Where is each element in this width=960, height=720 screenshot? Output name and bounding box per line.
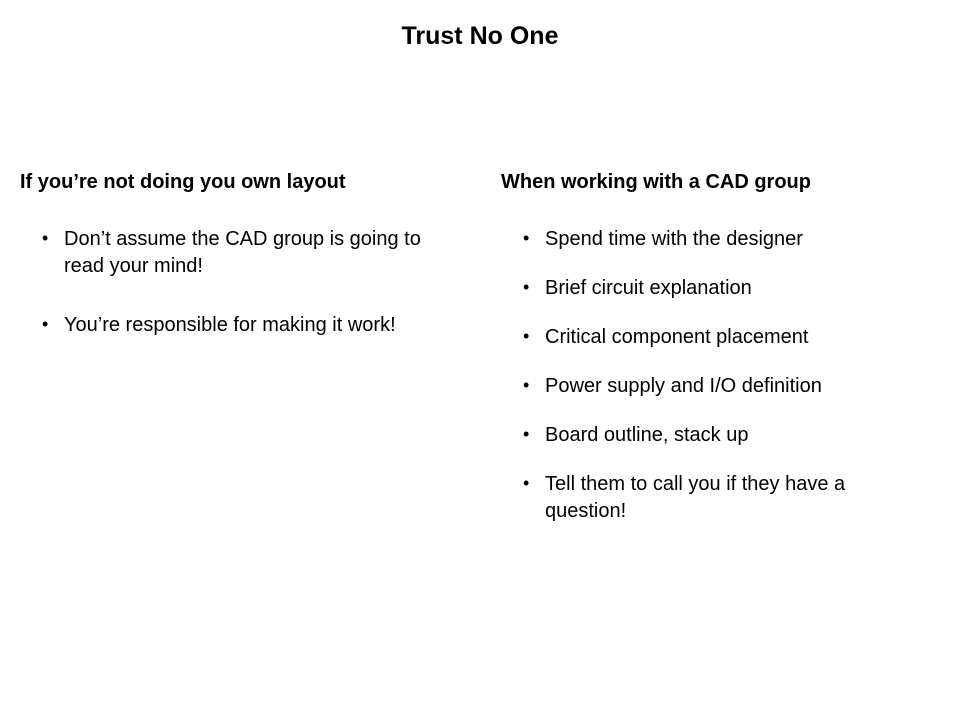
list-item: Power supply and I/O definition (545, 373, 940, 400)
columns-container: If you’re not doing you own layout Don’t… (20, 171, 940, 547)
list-item: Don’t assume the CAD group is going to r… (64, 226, 459, 280)
slide-title: Trust No One (20, 22, 940, 51)
right-bullet-list: Spend time with the designer Brief circu… (501, 226, 940, 525)
list-item: Tell them to call you if they have a que… (545, 471, 940, 525)
right-column: When working with a CAD group Spend time… (489, 171, 940, 547)
right-column-heading: When working with a CAD group (501, 171, 940, 194)
list-item: Brief circuit explanation (545, 275, 940, 302)
list-item: Spend time with the designer (545, 226, 940, 253)
list-item: You’re responsible for making it work! (64, 312, 459, 339)
left-column: If you’re not doing you own layout Don’t… (20, 171, 459, 547)
slide: Trust No One If you’re not doing you own… (0, 0, 960, 720)
list-item: Critical component placement (545, 324, 940, 351)
left-column-heading: If you’re not doing you own layout (20, 171, 459, 194)
left-bullet-list: Don’t assume the CAD group is going to r… (20, 226, 459, 339)
list-item: Board outline, stack up (545, 422, 940, 449)
